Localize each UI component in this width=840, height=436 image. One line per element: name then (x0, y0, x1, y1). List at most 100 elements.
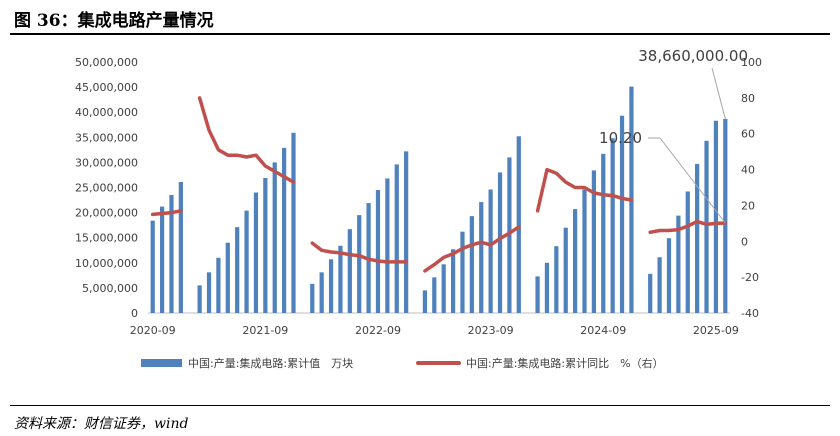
y-left-tick-label: 40,000,000 (75, 106, 138, 119)
bar (216, 257, 221, 313)
x-tick-label: 2022-09 (355, 324, 401, 337)
yoy-line-segment (310, 241, 408, 264)
y-left-tick-label: 15,000,000 (75, 232, 138, 245)
legend: 中国:产量:集成电路:累计值 万块 中国:产量:集成电路:累计同比 %（右） (141, 356, 664, 370)
y-left-tick-label: 25,000,000 (75, 182, 138, 195)
bar (178, 181, 183, 313)
y-left-tick-label: 50,000,000 (75, 56, 138, 69)
bar (704, 140, 709, 313)
y-left-tick-label: 5,000,000 (82, 282, 138, 295)
yoy-line-segment (150, 209, 183, 217)
bar (460, 231, 465, 313)
y-left-tick-label: 45,000,000 (75, 81, 138, 94)
bar (488, 189, 493, 313)
y-right-tick-label: 80 (741, 92, 755, 105)
bar (695, 163, 700, 313)
annotation-last-bar-value: 38,660,000.00 (638, 47, 748, 65)
x-tick-label: 2020-09 (130, 324, 176, 337)
bar (563, 227, 568, 313)
bar (554, 246, 559, 313)
yoy-line-segment (648, 219, 728, 235)
bar-series (150, 86, 728, 314)
bar (619, 115, 625, 314)
bar (282, 147, 287, 313)
bar (450, 249, 456, 313)
bar (516, 136, 521, 313)
yoy-line-segment (423, 225, 521, 273)
bar (319, 272, 324, 313)
bar (385, 178, 390, 313)
bar (479, 202, 484, 313)
y-left-tick-label: 35,000,000 (75, 131, 138, 144)
bar (272, 162, 277, 313)
bar (206, 272, 212, 313)
annotation-leader-bar (711, 67, 726, 120)
legend-swatch-bars (141, 359, 182, 367)
bar (497, 172, 503, 313)
top-rule (10, 33, 830, 35)
bar (150, 220, 155, 313)
y-right-tick-label: 40 (741, 164, 755, 177)
figure-title: 图 36：集成电路产量情况 (14, 11, 214, 31)
line-series (150, 96, 728, 273)
bar (244, 210, 249, 313)
bar (432, 277, 437, 313)
bar (441, 264, 446, 313)
bottom-rule (10, 405, 830, 406)
bar (225, 242, 230, 313)
bar (347, 229, 352, 313)
bar (357, 215, 362, 313)
annotations: 38,660,000.00 10.20 (599, 47, 748, 224)
bar (328, 259, 334, 313)
bar (291, 132, 296, 313)
axes: 0 5,000,000 10,000,000 15,000,000 20,000,000… (75, 56, 762, 337)
y-right-tick-label: -20 (741, 271, 759, 284)
bar (197, 285, 202, 313)
bar (338, 245, 343, 313)
bar (404, 151, 409, 313)
bar (591, 170, 596, 313)
bar (713, 120, 719, 313)
bar (235, 227, 240, 313)
bar (648, 273, 653, 313)
source-note: 资料来源：财信证券，wind (14, 416, 189, 432)
bar (685, 191, 690, 313)
y-right-tick-label: 0 (741, 235, 748, 248)
chart: 0 5,000,000 10,000,000 15,000,000 20,000,000… (75, 47, 762, 370)
annotation-last-yoy-value: 10.20 (599, 129, 642, 147)
yoy-line-segment (535, 167, 634, 213)
title-bar: 图 36：集成电路产量情况 (0, 0, 840, 34)
bar (253, 192, 259, 313)
y-left-tick-label: 20,000,000 (75, 207, 138, 220)
bar (422, 290, 428, 313)
x-tick-label: 2025-09 (693, 324, 739, 337)
y-left-tick-label: 30,000,000 (75, 156, 138, 169)
bar (582, 189, 587, 313)
bar (573, 209, 578, 313)
bar (159, 206, 165, 313)
x-tick-label: 2021-09 (242, 324, 288, 337)
yoy-line-segment (197, 96, 296, 184)
bar (601, 153, 606, 313)
bar (469, 216, 474, 313)
bar (535, 276, 540, 313)
y-left-tick-label: 0 (131, 307, 138, 320)
legend-label-line: 中国:产量:集成电路:累计同比 %（右） (466, 356, 664, 370)
bar (610, 138, 615, 313)
bar (657, 257, 662, 313)
y-right-tick-label: 60 (741, 128, 755, 141)
x-tick-label: 2024-09 (580, 324, 626, 337)
bar (723, 118, 728, 313)
bar (676, 215, 681, 313)
y-right-tick-label: -40 (741, 307, 759, 320)
bar (375, 190, 381, 313)
bar (666, 238, 672, 313)
x-tick-label: 2023-09 (468, 324, 514, 337)
y-right-tick-label: 20 (741, 199, 755, 212)
bar (394, 164, 399, 313)
legend-label-bars: 中国:产量:集成电路:累计值 万块 (188, 356, 353, 370)
y-right-tick-label: 100 (741, 56, 762, 69)
bar (263, 177, 268, 313)
bar (544, 262, 550, 313)
y-left-tick-label: 10,000,000 (75, 257, 138, 270)
